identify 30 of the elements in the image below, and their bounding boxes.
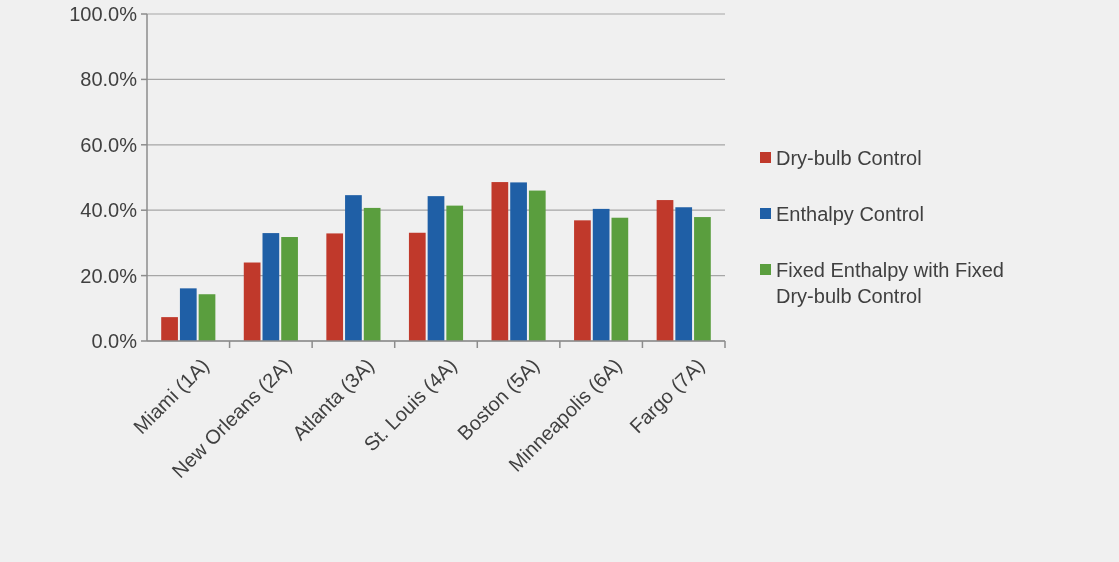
bar <box>528 190 546 341</box>
legend-label: Dry-bulb Control <box>776 147 922 169</box>
bar <box>161 317 178 341</box>
bar <box>198 294 216 341</box>
bar <box>656 200 674 341</box>
bar <box>675 207 693 341</box>
bar <box>694 217 711 341</box>
y-tick-label: 100.0% <box>69 3 138 25</box>
bar <box>326 233 344 341</box>
bar <box>592 208 610 341</box>
bar <box>281 237 298 341</box>
bar <box>611 217 629 341</box>
bar <box>408 232 426 341</box>
bar <box>262 233 280 341</box>
bar <box>345 195 362 341</box>
bar <box>179 288 197 341</box>
y-tick-label: 60.0% <box>80 133 138 156</box>
bar <box>491 182 509 341</box>
y-tick-label: 0.0% <box>91 330 138 352</box>
y-tick-label: 40.0% <box>80 199 138 222</box>
bar <box>427 196 445 341</box>
y-tick-label: 20.0% <box>80 264 138 287</box>
legend-label: Enthalpy Control <box>776 203 924 225</box>
bar <box>574 220 591 341</box>
y-tick-label: 80.0% <box>80 68 138 91</box>
legend-label: Fixed Enthalpy with Fixed Dry-bulb Control <box>776 259 1004 307</box>
bar <box>243 262 261 341</box>
bar <box>446 205 464 341</box>
bar <box>510 182 527 341</box>
bar <box>363 207 381 341</box>
